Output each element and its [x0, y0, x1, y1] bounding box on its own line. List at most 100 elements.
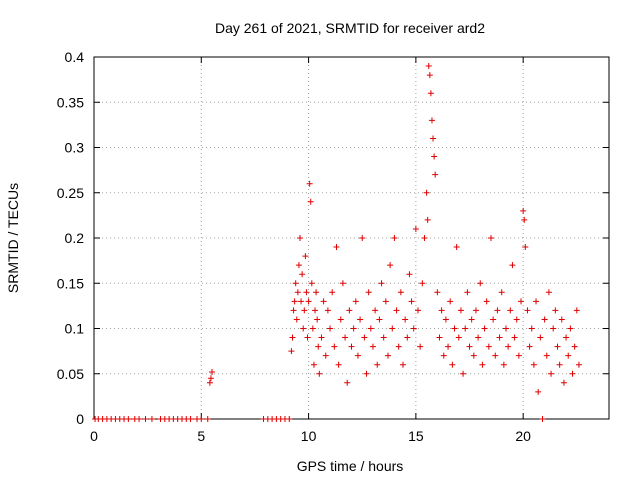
data-point — [400, 361, 406, 368]
data-point — [526, 343, 533, 350]
data-point — [511, 334, 518, 341]
data-point — [543, 352, 550, 359]
data-point — [530, 361, 537, 368]
data-point — [305, 298, 312, 305]
data-point — [563, 334, 570, 341]
data-point — [464, 289, 471, 296]
data-point — [302, 253, 309, 260]
data-point — [303, 289, 310, 296]
axis-ticks: 0 0.05 0.1 0.15 0.2 0.25 0.3 0.35 0.4 0 5 10 15 20 — [57, 49, 609, 444]
data-point — [304, 334, 311, 341]
data-point — [125, 416, 132, 422]
data-point — [419, 280, 426, 287]
data-point — [492, 352, 499, 359]
data-point — [286, 416, 293, 422]
data-point — [455, 334, 462, 341]
data-point — [560, 379, 567, 386]
y-tick-label: 0.4 — [65, 49, 85, 65]
data-point — [408, 298, 415, 305]
data-point — [352, 298, 359, 305]
data-point — [209, 368, 216, 375]
y-tick-label: 0.1 — [65, 321, 85, 337]
y-tick-label: 0.05 — [57, 366, 84, 382]
data-point — [313, 289, 320, 296]
data-point — [333, 244, 340, 251]
data-point — [335, 361, 342, 368]
data-points — [92, 63, 582, 422]
data-point — [475, 334, 482, 341]
data-point — [505, 343, 512, 350]
x-tick-label: 15 — [408, 428, 424, 444]
data-point — [440, 352, 447, 359]
data-point — [571, 343, 578, 350]
data-point — [295, 262, 302, 269]
x-tick-label: 20 — [515, 428, 531, 444]
data-point — [541, 316, 548, 323]
grid — [94, 57, 609, 419]
data-point — [442, 316, 449, 323]
data-point — [337, 316, 344, 323]
data-point — [318, 334, 325, 341]
data-point — [428, 117, 435, 124]
data-point — [187, 416, 194, 422]
data-point — [575, 361, 582, 368]
y-tick-label: 0.15 — [57, 275, 84, 291]
data-point — [389, 325, 396, 332]
x-tick-label: 10 — [301, 428, 317, 444]
data-point — [397, 289, 404, 296]
data-point — [556, 361, 563, 368]
data-point — [513, 316, 520, 323]
data-point — [417, 343, 424, 350]
data-point — [427, 90, 434, 97]
data-point — [425, 63, 432, 70]
data-point — [479, 361, 486, 368]
data-point — [522, 244, 529, 251]
data-point — [507, 307, 514, 314]
x-axis-label: GPS time / hours — [297, 458, 404, 474]
chart-title: Day 261 of 2021, SRMTID for receiver ard… — [215, 20, 485, 36]
data-point — [457, 307, 464, 314]
data-point — [402, 316, 409, 323]
data-point — [477, 280, 484, 287]
data-point — [545, 289, 552, 296]
data-point — [365, 289, 372, 296]
data-point — [320, 298, 327, 305]
data-point — [462, 325, 469, 332]
data-point — [468, 316, 475, 323]
data-point — [490, 316, 497, 323]
data-point — [306, 180, 313, 187]
data-point — [322, 352, 329, 359]
data-point — [412, 225, 419, 232]
data-point — [533, 298, 540, 305]
data-point — [498, 289, 505, 296]
data-point — [367, 325, 374, 332]
data-point — [297, 235, 303, 241]
x-tick-label: 0 — [90, 428, 98, 444]
data-point — [573, 307, 580, 314]
data-point — [288, 348, 295, 355]
data-point — [324, 307, 331, 314]
data-point — [374, 361, 381, 368]
data-point — [206, 379, 213, 386]
data-point — [406, 271, 413, 278]
data-point — [395, 343, 402, 350]
y-tick-label: 0.3 — [65, 140, 85, 156]
data-point — [423, 189, 430, 196]
data-point — [380, 334, 387, 341]
data-point — [558, 316, 565, 323]
data-point — [363, 370, 370, 377]
x-tick-label: 5 — [197, 428, 205, 444]
data-point — [447, 298, 454, 305]
data-point — [421, 235, 428, 241]
data-point — [327, 325, 334, 332]
data-point — [301, 307, 308, 314]
data-point — [387, 262, 394, 269]
data-point — [496, 334, 503, 341]
data-point — [445, 343, 452, 350]
data-point — [410, 325, 417, 332]
data-point — [485, 343, 492, 350]
data-point — [451, 325, 458, 332]
data-point — [346, 307, 353, 314]
data-point — [310, 361, 317, 368]
